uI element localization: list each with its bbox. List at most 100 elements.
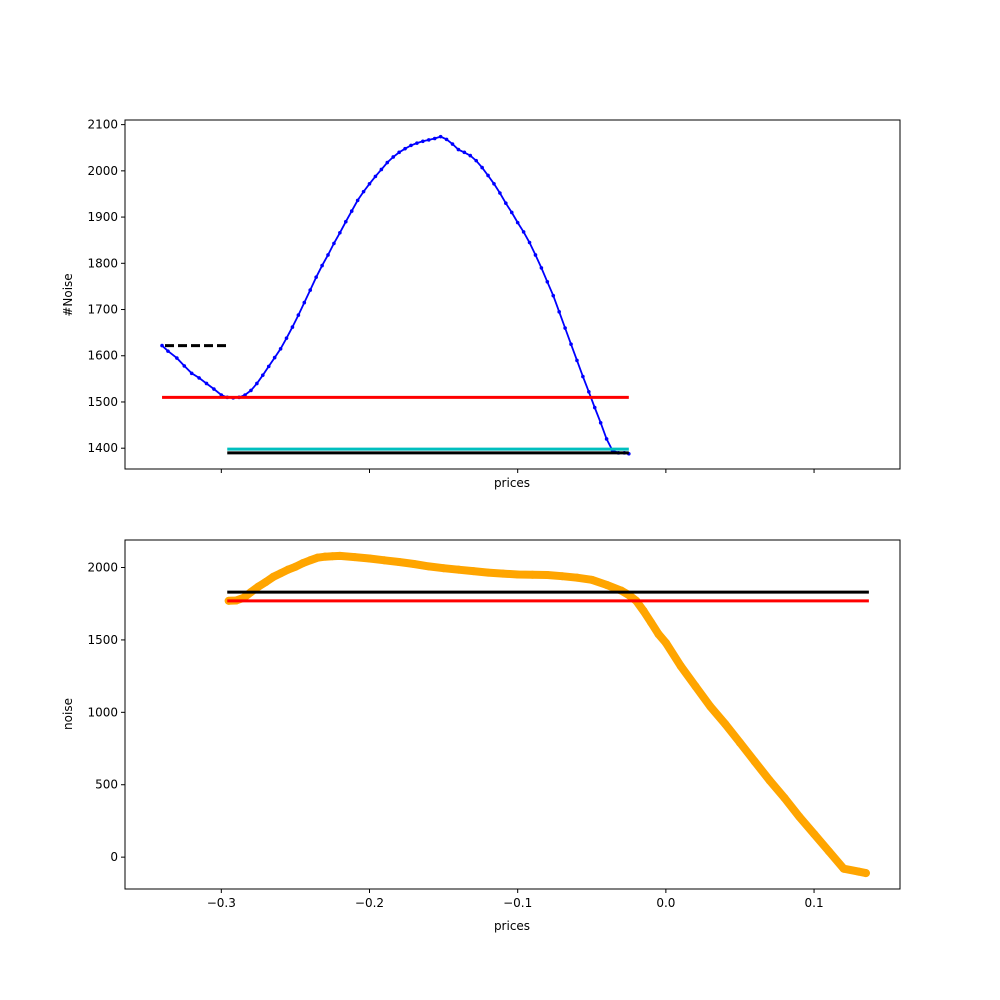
bottom-x-tick-label: −0.2 (355, 896, 384, 910)
bottom-data-point (602, 580, 611, 589)
bottom-data-point (750, 757, 759, 766)
top-data-point (379, 167, 384, 172)
top-data-point (509, 210, 514, 215)
bottom-y-tick-label: 500 (95, 778, 118, 792)
top-data-point (314, 275, 318, 279)
top-data-point (182, 364, 187, 368)
top-data-point (343, 219, 348, 224)
top-data-point (255, 381, 259, 386)
top-data-point (326, 253, 330, 257)
top-data-point (197, 376, 201, 380)
bottom-data-point (254, 582, 263, 591)
top-data-point (480, 165, 484, 170)
bottom-data-point (839, 864, 848, 873)
top-data-point (367, 181, 372, 186)
top-data-point (284, 336, 289, 340)
bottom-data-point (335, 551, 344, 560)
top-data-point (338, 230, 342, 235)
bottom-x-ticks: −0.3 −0.2 −0.1 0.0 0.1 (207, 889, 824, 910)
bottom-data-point (543, 571, 552, 580)
top-data-point (468, 153, 473, 158)
bottom-data-point (409, 560, 418, 569)
top-data-point (498, 191, 502, 195)
bottom-data-point (269, 572, 278, 581)
top-data-point (563, 326, 567, 330)
top-data-point (551, 293, 556, 298)
bottom-x-tick-label: 0.1 (805, 896, 824, 910)
top-data-point (515, 220, 520, 225)
bottom-data-point (639, 606, 648, 615)
top-data-point (373, 174, 378, 179)
top-data-point (272, 355, 277, 360)
bottom-data-point (780, 793, 789, 802)
top-y-tick-label: 1700 (87, 303, 118, 317)
top-y-tick-label: 1400 (87, 441, 118, 455)
top-data-point (266, 364, 271, 369)
bottom-data-point (572, 573, 581, 582)
top-data-point (462, 150, 467, 155)
bottom-data-point (861, 869, 870, 878)
bottom-data-point (706, 702, 715, 711)
top-data-point (426, 138, 431, 142)
top-data-point (575, 358, 579, 363)
top-x-ticks (220, 469, 815, 473)
bottom-data-point (365, 554, 374, 563)
top-data-point (533, 253, 538, 257)
bottom-data-point (498, 569, 507, 578)
bottom-data-point (854, 867, 863, 876)
bottom-plot-frame (124, 539, 901, 890)
top-data-point (290, 325, 295, 329)
bottom-y-tick-label: 1500 (87, 633, 118, 647)
top-x-axis-label: prices (494, 476, 530, 490)
top-data-point (432, 136, 437, 141)
top-y-tick-label: 2100 (87, 118, 118, 132)
top-data-point (504, 201, 508, 206)
top-data-point (598, 420, 603, 425)
bottom-y-tick-label: 2000 (87, 561, 118, 575)
bottom-data-point (691, 682, 700, 691)
top-y-tick-label: 1900 (87, 210, 118, 224)
bottom-data-point (528, 570, 537, 579)
top-data-point (438, 134, 443, 139)
top-data-point (486, 173, 490, 178)
top-y-ticks: 1400 1500 1600 1700 1800 1900 2000 2100 (87, 118, 125, 455)
top-data-point (308, 288, 313, 292)
bottom-data-point (484, 568, 493, 577)
top-data-point (474, 158, 478, 163)
top-data-point (278, 347, 283, 351)
bottom-data-point (439, 564, 448, 573)
bottom-y-tick-label: 1000 (87, 705, 118, 719)
top-data-point (332, 241, 336, 246)
top-data-point (569, 342, 573, 346)
top-data-point (385, 160, 390, 165)
bottom-data-point (276, 569, 285, 578)
top-data-point (450, 142, 455, 146)
top-y-tick-label: 1500 (87, 395, 118, 409)
bottom-data-point (721, 719, 730, 728)
bottom-data-point (661, 638, 670, 647)
top-data-point (349, 209, 354, 213)
bottom-data-point (676, 661, 685, 670)
top-data-point (587, 390, 591, 394)
top-data-point (604, 437, 609, 441)
top-y-axis-label: #Noise (61, 273, 75, 316)
top-data-point (160, 343, 164, 348)
top-data-point (456, 147, 461, 152)
top-data-point (403, 146, 407, 151)
bottom-plot-series (224, 551, 870, 878)
bottom-data-point (424, 562, 433, 571)
top-data-point (361, 189, 366, 194)
bottom-y-tick-label: 0 (110, 850, 118, 864)
top-data-point (296, 313, 301, 317)
top-data-point (557, 310, 561, 314)
bottom-data-point (647, 618, 656, 627)
bottom-data-point (454, 565, 463, 574)
bottom-x-tick-label: −0.1 (503, 896, 532, 910)
bottom-data-point (513, 570, 522, 579)
bottom-x-tick-label: −0.3 (207, 896, 236, 910)
top-data-point (415, 141, 419, 145)
bottom-data-point (380, 556, 389, 565)
bottom-data-point (587, 575, 596, 584)
bottom-data-point (558, 572, 567, 581)
